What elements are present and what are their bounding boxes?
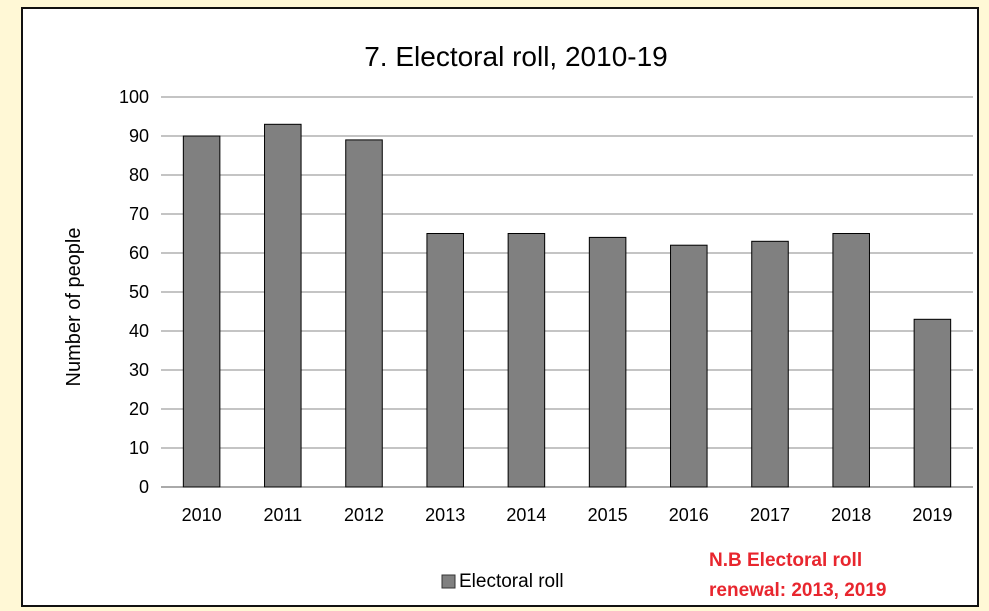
- note-line-2: renewal: 2013, 2019: [709, 580, 886, 601]
- chart-frame: 0 10 20 30 40 50 60 70 80 90 100 2010 2011 2012 2013 2…: [21, 7, 979, 607]
- chart-title: 7. Electoral roll, 2010-19: [364, 41, 668, 72]
- x-tick-label: 2017: [750, 505, 790, 525]
- x-tick-label: 2013: [425, 505, 465, 525]
- y-tick-label: 0: [139, 477, 149, 497]
- x-tick-label: 2011: [263, 505, 302, 525]
- x-tick-labels: 2010 2011 2012 2013 2014 2015 2016 2017 2018 2019: [182, 505, 953, 525]
- y-tick-label: 20: [129, 399, 149, 419]
- x-tick-label: 2012: [344, 505, 384, 525]
- y-tick-label: 100: [119, 87, 149, 107]
- bar: [832, 233, 870, 488]
- y-tick-label: 10: [129, 438, 149, 458]
- legend: Electoral roll: [441, 571, 564, 592]
- bar: [345, 139, 383, 488]
- bar: [588, 236, 627, 488]
- y-tick-label: 60: [129, 243, 149, 263]
- x-tick-label: 2019: [912, 505, 952, 525]
- x-tick-label: 2015: [588, 505, 628, 525]
- y-axis-title: Number of people: [63, 228, 85, 387]
- bar: [751, 240, 789, 488]
- x-tick-label: 2010: [182, 505, 222, 525]
- bar: [426, 233, 464, 488]
- note-line-1: N.B Electoral roll: [709, 550, 862, 571]
- bar: [670, 244, 708, 488]
- bars: [182, 123, 952, 488]
- bar: [264, 123, 302, 488]
- legend-swatch: [441, 574, 456, 589]
- y-tick-label: 40: [129, 321, 149, 341]
- x-tick-label: 2018: [831, 505, 871, 525]
- bar: [913, 318, 952, 488]
- y-tick-label: 50: [129, 282, 149, 302]
- x-tick-label: 2016: [669, 505, 709, 525]
- y-tick-label: 90: [129, 126, 149, 146]
- y-tick-labels: 0 10 20 30 40 50 60 70 80 90 100: [119, 87, 149, 497]
- bar: [507, 233, 546, 488]
- legend-label: Electoral roll: [459, 571, 564, 592]
- bar: [182, 135, 221, 488]
- y-tick-label: 70: [129, 204, 149, 224]
- y-tick-label: 30: [129, 360, 149, 380]
- renewal-note: N.B Electoral roll renewal: 2013, 2019: [709, 550, 886, 601]
- y-tick-label: 80: [129, 165, 149, 185]
- x-tick-label: 2014: [506, 505, 546, 525]
